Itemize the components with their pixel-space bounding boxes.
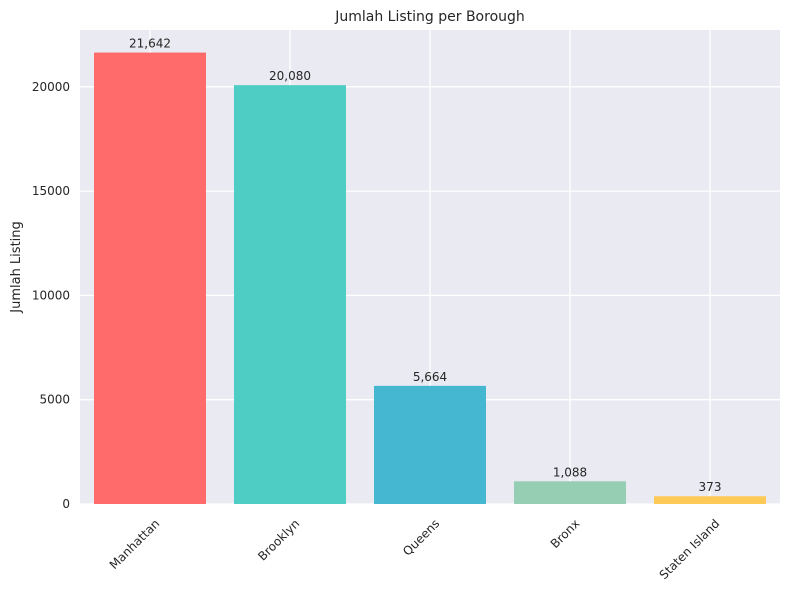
bar-value-label: 20,080 bbox=[269, 69, 311, 83]
y-tick-label: 15000 bbox=[32, 184, 70, 198]
bar-value-label: 21,642 bbox=[129, 37, 171, 51]
x-tick-label: Staten Island bbox=[657, 516, 723, 582]
x-tick-label: Bronx bbox=[548, 516, 583, 551]
y-tick-label: 20000 bbox=[32, 80, 70, 94]
bar-queens bbox=[374, 385, 486, 504]
y-tick-label: 0 bbox=[62, 497, 70, 511]
data-labels: 21,642 20,080 5,664 1,088 373 bbox=[129, 37, 721, 495]
y-axis-label: Jumlah Listing bbox=[9, 221, 24, 314]
bar-bronx bbox=[514, 481, 626, 504]
x-tick-label: Queens bbox=[400, 516, 442, 558]
x-tick-label: Manhattan bbox=[107, 516, 163, 572]
x-tick-label: Brooklyn bbox=[255, 516, 302, 563]
y-tick-label: 5000 bbox=[39, 393, 70, 407]
bar-value-label: 1,088 bbox=[553, 465, 587, 479]
y-tick-labels: 0 5000 10000 15000 20000 bbox=[32, 80, 70, 511]
bar-value-label: 5,664 bbox=[413, 370, 447, 384]
bar-staten-island bbox=[654, 496, 766, 504]
bars bbox=[94, 52, 766, 504]
bar-brooklyn bbox=[234, 85, 346, 504]
chart-title: Jumlah Listing per Borough bbox=[334, 9, 525, 25]
bar-value-label: 373 bbox=[699, 480, 722, 494]
bar-manhattan bbox=[94, 52, 206, 504]
y-tick-label: 10000 bbox=[32, 288, 70, 302]
x-tick-labels: Manhattan Brooklyn Queens Bronx Staten Islan… bbox=[107, 516, 723, 582]
